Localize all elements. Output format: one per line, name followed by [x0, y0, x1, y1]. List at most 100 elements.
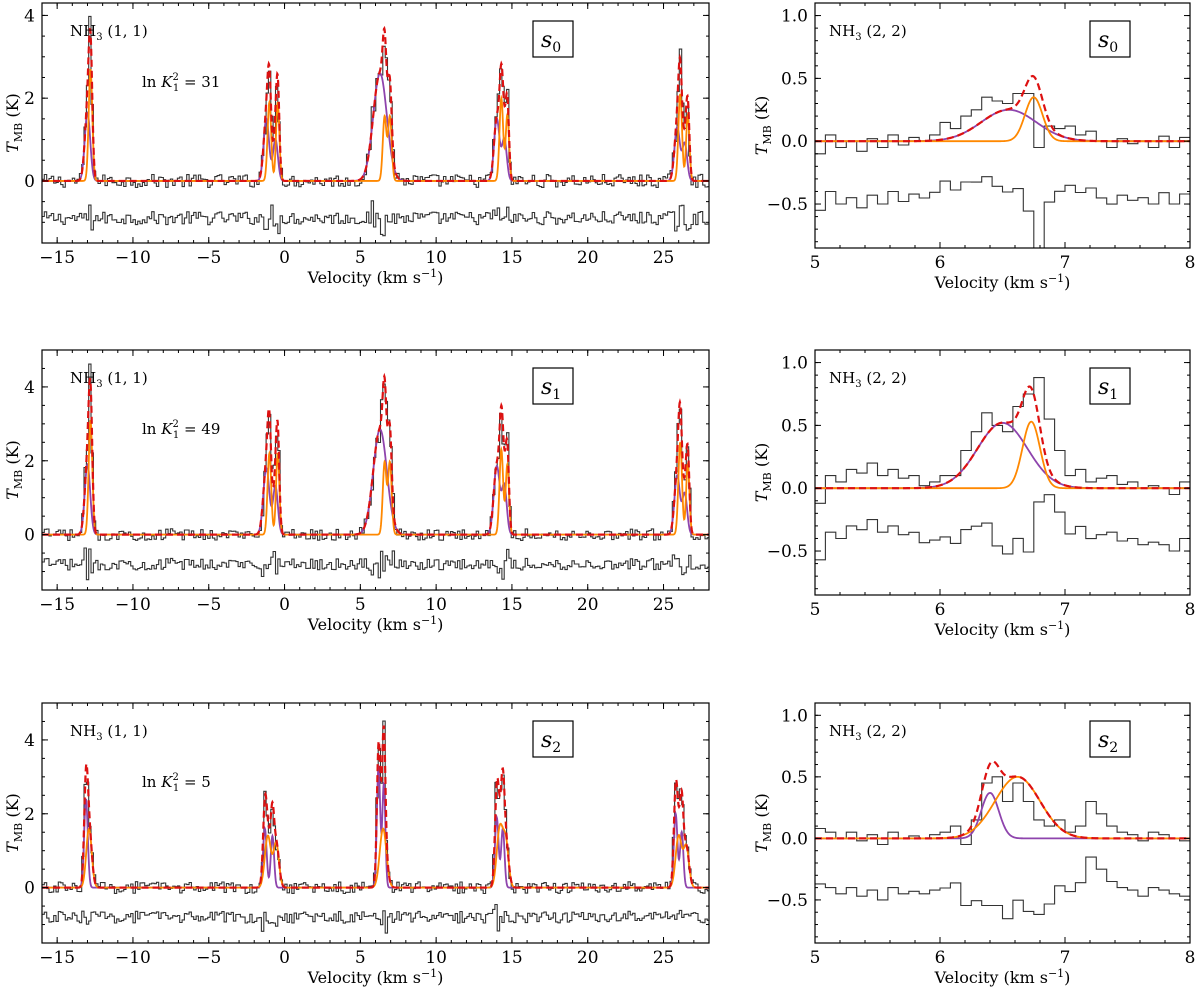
transition-label: NH3 (2, 2)	[829, 369, 907, 390]
model-label-box	[1089, 20, 1131, 58]
observed-spectrum	[42, 15, 709, 188]
residual-spectrum	[42, 903, 709, 934]
y-tick-label: 0.5	[781, 416, 808, 436]
plot-area	[42, 720, 709, 934]
plot-area	[42, 15, 709, 237]
x-tick-label: 0	[279, 948, 290, 968]
y-tick-label: 0	[24, 879, 35, 899]
model-label: s0	[541, 28, 561, 56]
x-axis: −15 −10 −5 0 5 10 15 20 25	[39, 703, 710, 968]
y-axis: 0 2 4	[24, 702, 709, 944]
x-axis: 5 6 7 8	[810, 3, 1196, 273]
observed-spectrum	[815, 377, 1190, 504]
y-tick-label: 0.5	[781, 768, 808, 788]
observed-spectrum	[42, 363, 709, 541]
panel-s1-nh3-11: −15 −10 −5 0 5 10 15 20 25 0 2 4 Velocity (km s−1) TM…	[3, 349, 710, 634]
total-fit-curve	[815, 760, 1190, 840]
transition-label: NH3 (1, 1)	[70, 22, 148, 43]
x-tick-label: 0	[279, 248, 290, 268]
y-axis-label: TMB (K)	[3, 93, 25, 153]
x-tick-label: 0	[279, 595, 290, 615]
total-fit-curve	[42, 725, 709, 889]
model-label: s0	[1098, 28, 1118, 56]
y-tick-label: −0.5	[767, 195, 808, 215]
component-2-curve	[42, 419, 709, 536]
x-tick-label: 8	[1185, 600, 1196, 620]
x-tick-label: 7	[1060, 600, 1071, 620]
axes-frame	[814, 2, 1191, 249]
y-axis-label: TMB (K)	[752, 96, 774, 156]
x-tick-label: 5	[810, 253, 821, 273]
model-label: s2	[1098, 728, 1118, 756]
x-tick-label: 20	[577, 595, 599, 615]
y-tick-label: 2	[24, 452, 35, 472]
residual-spectrum	[42, 200, 709, 237]
observed-spectrum	[815, 776, 1190, 846]
observed-spectrum	[815, 92, 1190, 155]
x-axis-label: Velocity (km s−1)	[934, 272, 1071, 292]
y-tick-label: 0.0	[781, 829, 808, 849]
panel-s2-nh3-11: −15 −10 −5 0 5 10 15 20 25 0 2 4 Velocity (km s−1) TM…	[3, 702, 710, 987]
x-tick-label: 10	[425, 948, 447, 968]
component-2-curve	[815, 420, 1190, 490]
residual-spectrum	[815, 176, 1190, 248]
x-tick-label: −5	[196, 595, 221, 615]
y-tick-label: 2	[24, 805, 35, 825]
model-label: s1	[1098, 375, 1118, 403]
x-tick-label: 25	[653, 248, 675, 268]
x-tick-label: 25	[653, 948, 675, 968]
x-tick-label: −5	[196, 248, 221, 268]
total-fit-curve	[42, 372, 709, 536]
component-1-curve	[815, 108, 1190, 143]
total-fit-curve	[42, 25, 709, 183]
x-tick-label: 6	[935, 253, 946, 273]
y-tick-label: 4	[24, 6, 35, 26]
model-label-box	[1089, 367, 1131, 405]
x-tick-label: −10	[115, 595, 151, 615]
transition-label: NH3 (2, 2)	[829, 722, 907, 743]
y-tick-label: 1.0	[781, 354, 808, 374]
y-axis-label: TMB (K)	[3, 440, 25, 500]
y-tick-label: 0.0	[781, 479, 808, 499]
x-tick-label: 8	[1185, 253, 1196, 273]
x-tick-label: 15	[501, 595, 523, 615]
y-tick-label: −0.5	[767, 542, 808, 562]
total-fit-curve	[815, 74, 1190, 143]
x-tick-label: 5	[810, 948, 821, 968]
x-tick-label: 10	[425, 248, 447, 268]
plot-area	[42, 363, 709, 581]
x-tick-label: 7	[1060, 253, 1071, 273]
transition-label: NH3 (1, 1)	[70, 369, 148, 390]
x-tick-label: 25	[653, 595, 675, 615]
y-tick-label: 4	[24, 731, 35, 751]
residual-spectrum	[42, 547, 709, 581]
x-tick-label: 5	[355, 248, 366, 268]
panel-s0-nh3-22: 5 6 7 8 −0.5 0.0 0.5 1.0 Velocity (km s−1) TMB (K…	[752, 2, 1196, 292]
y-tick-label: 0	[24, 172, 35, 192]
x-tick-label: 5	[355, 948, 366, 968]
y-axis-label: TMB (K)	[752, 443, 774, 503]
x-axis-label: Velocity (km s−1)	[934, 619, 1071, 639]
x-tick-label: −5	[196, 948, 221, 968]
y-axis-label: TMB (K)	[752, 793, 774, 853]
x-tick-label: 5	[355, 595, 366, 615]
component-1-curve	[815, 421, 1190, 490]
x-tick-label: 20	[577, 248, 599, 268]
x-axis-label: Velocity (km s−1)	[307, 267, 444, 287]
y-tick-label: 0.5	[781, 69, 808, 89]
transition-label: NH3 (2, 2)	[829, 22, 907, 43]
x-axis-label: Velocity (km s−1)	[307, 614, 444, 634]
panel-s2-nh3-22: 5 6 7 8 −0.5 0.0 0.5 1.0 Velocity (km s−1) TMB (K…	[752, 702, 1196, 987]
x-axis: −15 −10 −5 0 5 10 15 20 25	[39, 350, 710, 615]
k-statistic-label: ln K2 1 = 31	[142, 72, 220, 94]
x-tick-label: 5	[810, 600, 821, 620]
x-tick-label: 8	[1185, 948, 1196, 968]
k-statistic-label: ln K2 1 = 49	[142, 419, 220, 441]
x-tick-label: −10	[115, 248, 151, 268]
model-label: s2	[541, 728, 561, 756]
plot-area	[815, 760, 1190, 920]
y-tick-label: 1.0	[781, 706, 808, 726]
plot-area	[815, 377, 1190, 561]
